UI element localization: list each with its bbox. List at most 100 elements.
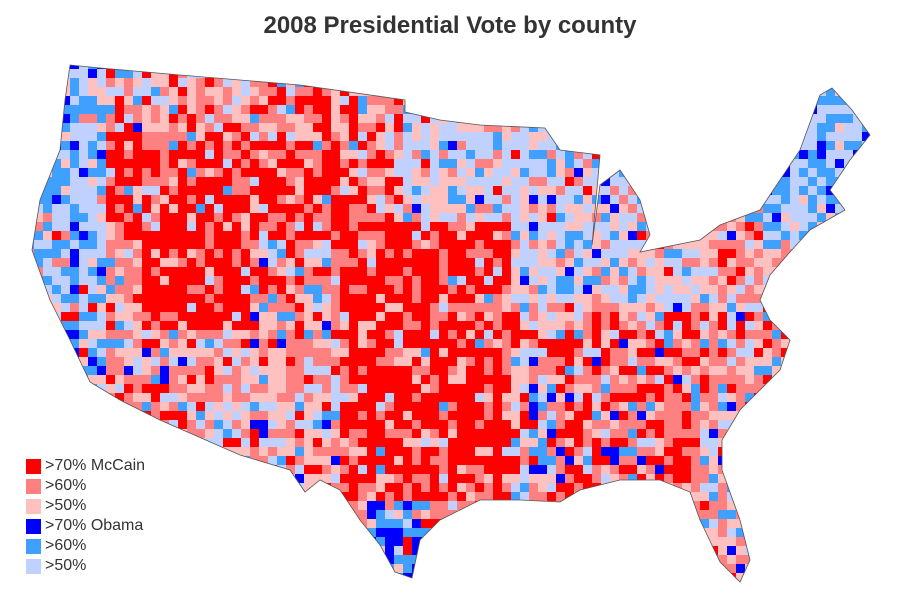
county-cell — [412, 87, 426, 98]
county-cell — [871, 438, 883, 450]
county-cell — [745, 249, 756, 262]
county-cell — [808, 168, 821, 178]
county-cell — [412, 294, 422, 307]
county-cell — [772, 357, 786, 368]
county-cell — [511, 159, 521, 173]
county-cell — [259, 474, 271, 486]
county-cell — [313, 312, 324, 326]
county-cell — [286, 366, 298, 375]
county-cell — [313, 132, 324, 143]
county-cell — [115, 65, 125, 69]
county-cell — [700, 78, 709, 87]
county-cell — [385, 483, 395, 493]
county-cell — [853, 384, 865, 397]
county-cell — [214, 330, 225, 341]
county-cell — [808, 69, 820, 83]
county-cell — [556, 312, 566, 321]
county-cell — [250, 132, 260, 146]
county-cell — [430, 258, 443, 267]
county-cell — [484, 87, 494, 96]
county-cell — [187, 267, 199, 276]
county-cell — [457, 330, 471, 340]
county-cell — [817, 366, 829, 380]
county-cell — [268, 402, 278, 412]
county-cell — [367, 65, 377, 73]
county-cell — [799, 366, 810, 377]
county-cell — [808, 159, 818, 173]
county-cell — [835, 285, 845, 298]
county-cell — [32, 285, 34, 294]
county-cell — [286, 483, 299, 494]
county-cell — [574, 150, 588, 159]
county-cell — [475, 348, 485, 360]
county-cell — [32, 393, 35, 407]
county-cell — [781, 519, 793, 531]
county-cell — [817, 65, 828, 71]
county-cell — [790, 393, 799, 406]
county-cell — [844, 330, 855, 344]
county-cell — [97, 375, 108, 389]
county-cell — [826, 429, 840, 439]
county-cell — [565, 150, 577, 160]
county-cell — [862, 384, 870, 396]
county-cell — [835, 510, 845, 524]
county-cell — [187, 321, 197, 333]
county-cell — [439, 276, 450, 286]
county-cell — [304, 240, 315, 253]
county-cell — [205, 465, 215, 479]
county-cell — [376, 249, 390, 258]
county-cell — [673, 168, 683, 181]
county-cell — [124, 375, 137, 386]
county-cell — [214, 483, 225, 492]
county-cell — [682, 249, 692, 263]
county-cell — [376, 222, 387, 233]
county-cell — [646, 141, 658, 152]
county-cell — [97, 78, 109, 89]
county-cell — [880, 501, 890, 514]
county-cell — [430, 321, 440, 335]
county-cell — [601, 375, 611, 387]
county-cell — [439, 87, 451, 97]
county-cell — [790, 447, 802, 456]
county-cell — [709, 150, 718, 160]
county-cell — [475, 65, 485, 71]
county-cell — [97, 312, 108, 325]
county-cell — [853, 339, 864, 349]
county-cell — [196, 123, 205, 135]
county-cell — [196, 105, 206, 115]
county-cell — [862, 294, 870, 303]
county-cell — [115, 330, 126, 342]
county-cell — [412, 195, 422, 205]
county-cell — [880, 60, 892, 72]
county-cell — [169, 96, 178, 110]
county-cell — [529, 159, 539, 169]
county-cell — [592, 87, 601, 96]
county-cell — [403, 294, 414, 305]
county-cell — [79, 384, 88, 394]
county-cell — [232, 276, 242, 287]
county-cell — [277, 501, 286, 514]
county-cell — [574, 249, 586, 259]
county-cell — [880, 249, 891, 263]
county-cell — [781, 69, 790, 81]
county-cell — [700, 312, 709, 322]
county-cell — [835, 303, 848, 315]
county-cell — [637, 177, 646, 188]
county-cell — [754, 501, 767, 513]
county-cell — [646, 168, 655, 180]
county-cell — [763, 65, 772, 70]
county-cell — [871, 510, 883, 519]
county-cell — [745, 186, 757, 199]
county-cell — [835, 402, 849, 415]
county-cell — [781, 105, 790, 115]
county-cell — [700, 294, 714, 303]
county-cell — [808, 375, 820, 389]
county-cell — [493, 159, 507, 170]
county-cell — [835, 456, 844, 465]
county-cell — [538, 393, 548, 402]
county-cell — [457, 249, 466, 262]
county-cell — [835, 294, 847, 308]
county-cell — [430, 240, 444, 249]
county-cell — [853, 294, 863, 303]
county-cell — [52, 240, 62, 251]
